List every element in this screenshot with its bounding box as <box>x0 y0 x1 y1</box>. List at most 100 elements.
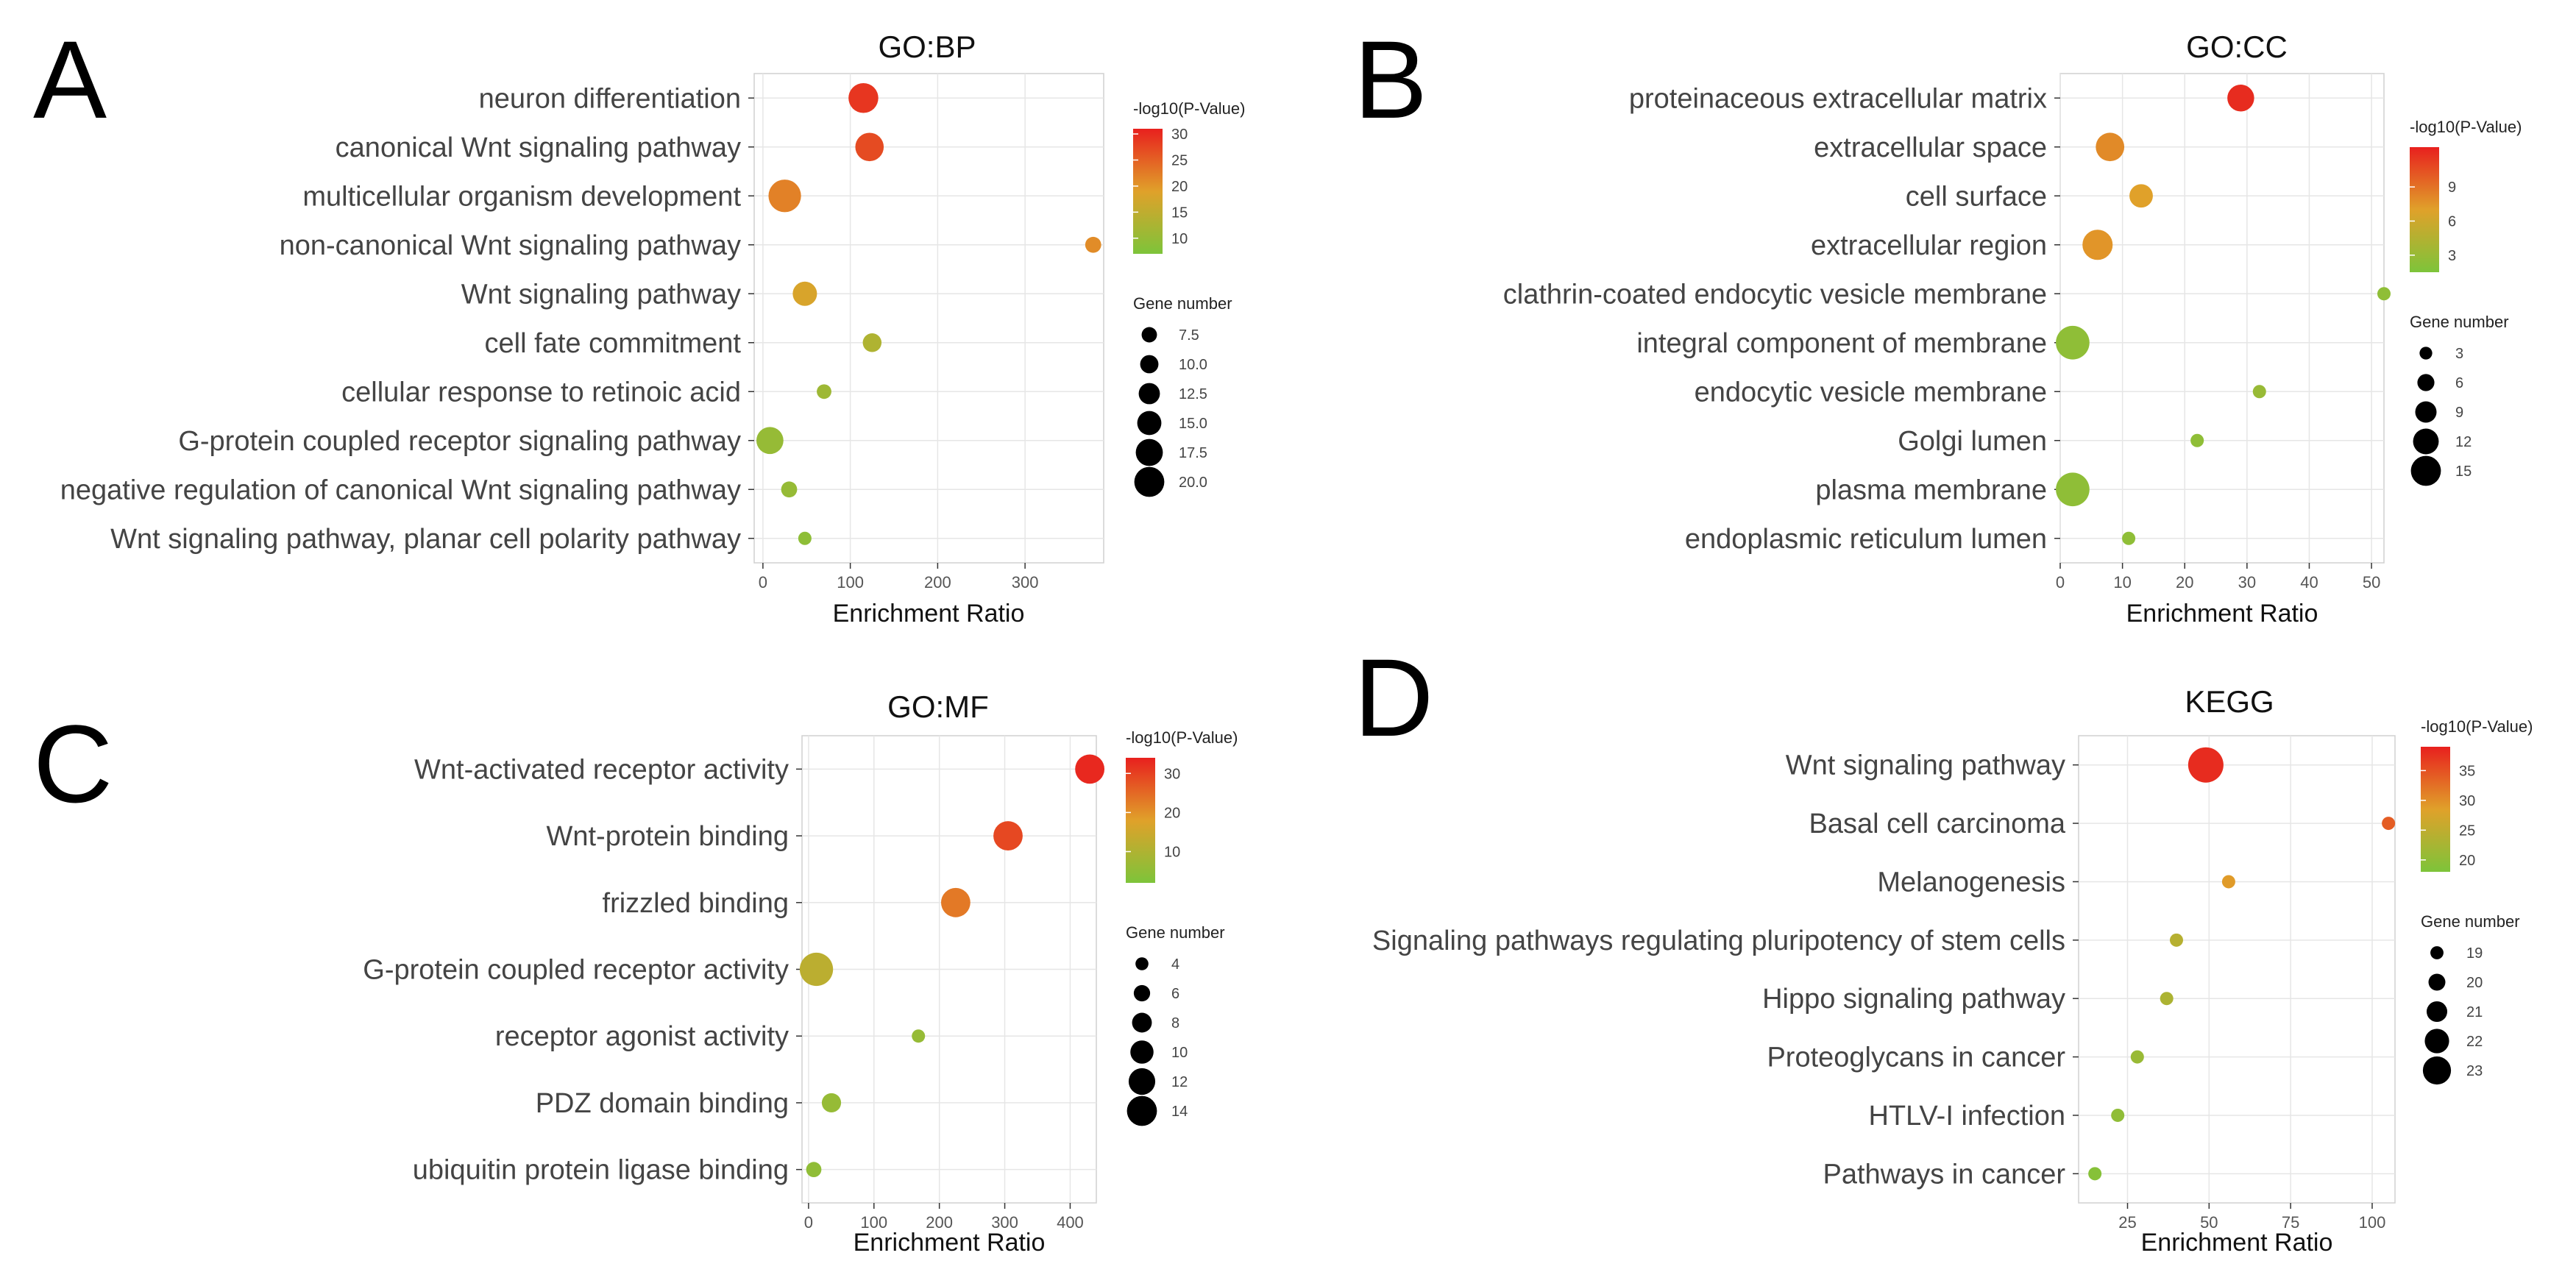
x-tick-label: 0 <box>2056 573 2065 592</box>
color-legend-tick: 25 <box>2459 823 2475 839</box>
size-legend-dot <box>2424 1029 2449 1054</box>
size-legend-dot <box>1126 1095 1157 1126</box>
size-legend-tick: 20 <box>2466 975 2483 991</box>
x-axis-ticks: 0 10 20 30 40 50 <box>2056 563 2380 592</box>
category-label: cellular response to retinoic acid <box>341 377 741 408</box>
size-legend-tick: 10 <box>1171 1045 1188 1061</box>
color-bar <box>1126 758 1155 883</box>
color-legend-tick: 20 <box>2459 853 2475 869</box>
color-legend-title: -log10(P-Value) <box>1133 99 1245 118</box>
size-legend-tick: 9 <box>2455 405 2463 421</box>
category-labels: proteinaceous extracellular matrix extrac… <box>1503 83 2060 555</box>
color-bar <box>2421 747 2450 872</box>
category-label: frizzled binding <box>603 888 789 919</box>
chart-title: GO:BP <box>878 29 976 64</box>
category-label: HTLV-I infection <box>1868 1101 2065 1132</box>
category-label: cell surface <box>1906 181 2047 212</box>
grid <box>2059 74 2384 563</box>
size-legend-tick: 15 <box>2455 464 2472 480</box>
color-legend-title: -log10(P-Value) <box>2410 118 2522 136</box>
color-legend-tick: 35 <box>2459 763 2475 779</box>
data-point <box>792 281 817 306</box>
data-point <box>1085 236 1101 253</box>
category-labels: Wnt-activated receptor activity Wnt-prote… <box>363 754 802 1186</box>
grid <box>2079 736 2395 1203</box>
data-point <box>2056 472 2090 507</box>
data-points <box>2056 85 2391 545</box>
size-legend-dot <box>1138 383 1160 405</box>
data-point <box>2129 184 2153 208</box>
data-point <box>2096 132 2125 162</box>
category-label: extracellular region <box>1811 230 2047 261</box>
category-label: integral component of membrane <box>1636 328 2047 359</box>
data-point <box>2188 747 2224 783</box>
category-label: clathrin-coated endocytic vesicle membra… <box>1503 279 2047 310</box>
data-point <box>1075 754 1105 784</box>
size-legend-dot <box>2428 973 2446 991</box>
category-label: negative regulation of canonical Wnt sig… <box>60 475 741 505</box>
color-legend: -log10(P-Value) 10 20 30 <box>1126 728 1238 883</box>
size-legend-dot <box>2413 428 2439 455</box>
size-legend-title: Gene number <box>2410 313 2509 331</box>
size-legend-dot <box>2426 1001 2448 1023</box>
plot-area <box>753 73 1104 564</box>
color-legend: -log10(P-Value) 20 25 30 35 <box>2421 717 2533 872</box>
data-points <box>756 83 1101 545</box>
category-label: Hippo signaling pathway <box>1762 984 2065 1015</box>
size-legend-tick: 20.0 <box>1179 475 1207 491</box>
category-label: neuron differentiation <box>479 83 741 114</box>
chart-title: GO:MF <box>887 689 989 724</box>
data-points <box>2088 747 2396 1181</box>
color-legend-tick: 30 <box>1164 766 1180 782</box>
data-point <box>2082 230 2113 260</box>
category-labels: neuron differentiation canonical Wnt sign… <box>60 83 754 555</box>
size-legend-tick: 4 <box>1171 956 1179 973</box>
data-point <box>798 531 812 545</box>
color-legend-tick: 30 <box>2459 793 2475 809</box>
panel-a: A GO:BP neuron differentiation canonical … <box>33 18 1245 628</box>
x-tick-label: 300 <box>1012 573 1039 592</box>
size-legend-dot <box>2415 401 2437 423</box>
size-legend: Gene number 4 6 8 10 12 14 <box>1126 923 1225 1126</box>
x-axis-label: Enrichment Ratio <box>854 1229 1046 1257</box>
data-point <box>799 952 834 987</box>
color-legend-tick: 15 <box>1171 205 1188 221</box>
category-label: extracellular space <box>1814 132 2047 163</box>
category-label: Wnt-protein binding <box>546 821 789 852</box>
data-point <box>768 180 801 213</box>
x-tick-label: 50 <box>2363 573 2380 592</box>
category-label: plasma membrane <box>1815 475 2047 505</box>
x-tick-label: 0 <box>804 1213 813 1232</box>
category-label: Wnt signaling pathway <box>461 279 741 310</box>
color-legend-tick: 20 <box>1171 179 1188 195</box>
category-label: endoplasmic reticulum lumen <box>1685 524 2047 555</box>
x-axis-label: Enrichment Ratio <box>2126 600 2318 628</box>
x-axis-ticks: 0 100 200 300 <box>759 563 1039 592</box>
x-tick-label: 50 <box>2200 1213 2218 1232</box>
category-label: Pathways in cancer <box>1823 1159 2066 1190</box>
panel-letter-a: A <box>33 18 107 141</box>
x-tick-label: 300 <box>991 1213 1018 1232</box>
category-label: Melanogenesis <box>1877 867 2065 898</box>
data-point <box>855 132 884 162</box>
category-label: G-protein coupled receptor activity <box>363 955 789 986</box>
size-legend-dot <box>2422 1056 2452 1085</box>
size-legend-dot <box>1134 466 1165 497</box>
color-legend-title: -log10(P-Value) <box>2421 717 2533 736</box>
size-legend-tick: 3 <box>2455 346 2463 362</box>
size-legend-tick: 12.5 <box>1179 386 1207 402</box>
data-point <box>756 427 784 455</box>
size-legend-tick: 12 <box>2455 434 2472 450</box>
size-legend-dot <box>1128 1068 1156 1095</box>
color-legend-tick: 6 <box>2448 213 2456 230</box>
size-legend-tick: 15.0 <box>1179 416 1207 432</box>
size-legend-tick: 10.0 <box>1179 357 1207 373</box>
x-tick-label: 400 <box>1057 1213 1084 1232</box>
size-legend-tick: 23 <box>2466 1063 2483 1079</box>
x-tick-label: 100 <box>837 573 864 592</box>
data-point <box>2377 287 2391 301</box>
x-tick-label: 200 <box>924 573 951 592</box>
color-legend-title: -log10(P-Value) <box>1126 728 1238 747</box>
color-legend-tick: 30 <box>1171 127 1188 143</box>
